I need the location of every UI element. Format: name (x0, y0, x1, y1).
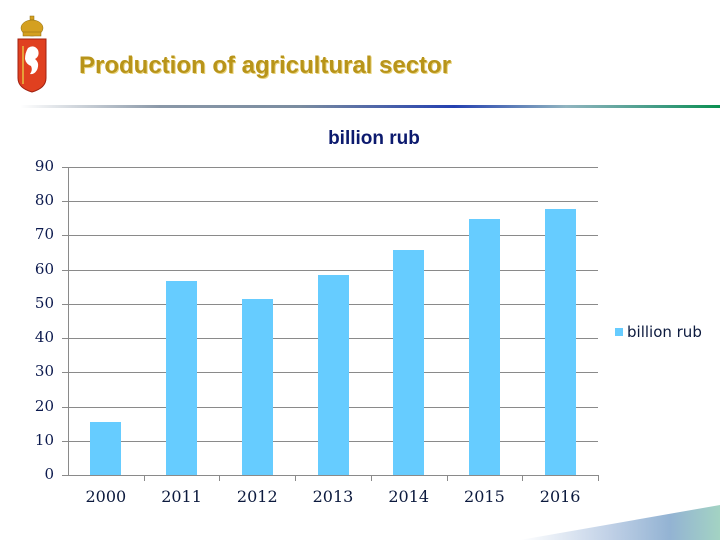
y-tick (62, 269, 68, 271)
x-tick (522, 475, 524, 481)
chart-title: billion rub (328, 128, 420, 149)
y-tick-label: 70 (34, 225, 54, 244)
gridline (68, 269, 598, 271)
y-tick-label: 90 (34, 157, 54, 175)
footer-swoosh (520, 505, 720, 540)
y-tick (62, 338, 68, 340)
y-tick (62, 440, 68, 442)
y-tick-label: 0 (44, 465, 54, 483)
coat-of-arms-icon (17, 15, 47, 93)
bar-2013 (317, 274, 349, 475)
x-axis (68, 475, 598, 476)
y-tick-label: 30 (34, 362, 54, 381)
x-tick-label: 2000 (85, 487, 127, 506)
gridline (68, 167, 598, 168)
title-divider (20, 105, 720, 108)
y-tick (62, 167, 68, 168)
legend: billion rub (615, 323, 702, 341)
bar-2011 (166, 280, 198, 475)
y-tick (62, 406, 68, 408)
coat-of-arms-logo (14, 14, 50, 94)
x-tick-label: 2014 (388, 487, 430, 506)
bar-2000 (90, 421, 122, 475)
y-tick-label: 20 (34, 396, 54, 415)
y-tick (62, 303, 68, 305)
y-tick (62, 475, 68, 476)
y-tick (62, 235, 68, 237)
x-tick (598, 475, 599, 481)
y-tick-label: 60 (34, 259, 54, 278)
gridline (68, 235, 598, 237)
legend-label: billion rub (627, 323, 702, 341)
bar-2016 (544, 208, 576, 475)
bar-2012 (241, 298, 273, 475)
y-tick-label: 10 (34, 430, 54, 449)
x-tick-label: 2012 (236, 487, 278, 506)
y-tick (62, 372, 68, 374)
x-tick-label: 2015 (464, 487, 505, 506)
x-tick-label: 2016 (539, 487, 581, 506)
gridline (68, 201, 598, 203)
legend-swatch (615, 328, 623, 336)
y-tick (62, 201, 68, 203)
bar-2014 (393, 250, 425, 475)
x-tick-label: 2011 (161, 487, 202, 506)
x-tick (219, 475, 221, 481)
y-tick-label: 40 (34, 328, 54, 347)
y-axis (68, 167, 69, 475)
slide-title: Production of agricultural sector (79, 52, 452, 79)
y-tick-label: 50 (34, 293, 54, 312)
x-tick-label: 2013 (312, 487, 354, 506)
x-tick (370, 475, 372, 481)
y-tick-label: 80 (34, 191, 54, 210)
x-tick (143, 475, 145, 481)
x-tick (295, 475, 297, 481)
bar-2015 (468, 219, 500, 475)
x-tick (446, 475, 448, 481)
